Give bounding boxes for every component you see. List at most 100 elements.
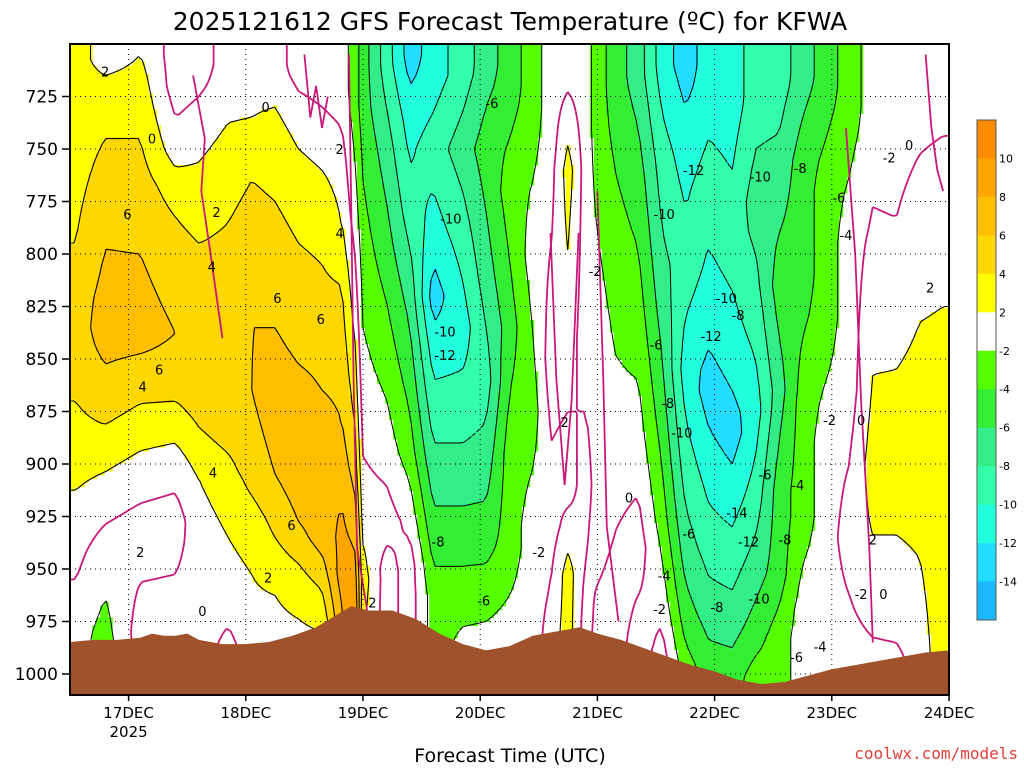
temperature-cell <box>477 133 482 174</box>
temperature-cell <box>192 419 198 472</box>
temperature-cell <box>766 355 771 440</box>
contour-label: 2 <box>869 534 877 549</box>
temperature-cell <box>513 117 519 313</box>
temperature-cell <box>168 208 173 325</box>
temperature-cell <box>806 44 812 99</box>
isotherm-minus-8 <box>380 44 792 591</box>
temperature-cell <box>754 44 759 150</box>
temperature-cell <box>88 173 93 416</box>
temperature-cell <box>292 236 298 361</box>
temperature-cell <box>718 446 723 515</box>
temperature-cell <box>706 44 711 142</box>
contour-label: -2 <box>653 603 666 618</box>
temperature-cell <box>449 565 454 646</box>
temperature-cell <box>786 44 792 91</box>
temperature-cell <box>437 565 442 695</box>
temperature-cell <box>658 44 663 99</box>
temperature-cell <box>405 399 410 476</box>
temperature-cell <box>525 280 531 488</box>
temperature-cell <box>136 252 141 357</box>
temperature-cell <box>320 391 326 559</box>
temperature-cell <box>718 44 723 154</box>
temperature-cell <box>698 621 703 695</box>
temperature-cell <box>316 383 322 551</box>
temperature-cell <box>156 347 161 404</box>
temperature-cell <box>798 351 804 579</box>
temperature-cell <box>734 518 739 583</box>
contour-label: -8 <box>710 601 723 616</box>
temperature-cell <box>324 395 330 571</box>
temperature-cell <box>662 236 667 384</box>
temperature-cell <box>268 196 274 329</box>
temperature-cell <box>778 601 784 695</box>
temperature-cell <box>477 565 482 623</box>
temperature-cell <box>686 200 691 309</box>
temperature-cell <box>160 343 165 404</box>
temperature-cell <box>730 44 735 170</box>
temperature-cell <box>838 44 844 218</box>
temperature-cell <box>84 44 89 190</box>
temperature-cell <box>613 173 619 357</box>
temperature-cell <box>485 339 491 412</box>
temperature-cell <box>92 419 97 480</box>
temperature-cell <box>734 145 739 305</box>
temperature-cell <box>565 554 571 695</box>
temperature-cell <box>489 554 495 619</box>
temperature-cell <box>778 44 784 126</box>
temperature-cell <box>256 506 262 587</box>
temperature-cell <box>344 454 350 531</box>
x-tick-label: 21DEC <box>572 704 623 722</box>
contour-label: -2 <box>823 414 836 429</box>
temperature-cell <box>754 256 759 365</box>
colorbar-swatch <box>977 196 996 236</box>
temperature-cell <box>316 585 322 631</box>
grid-lines <box>70 44 949 695</box>
temperature-cell <box>365 208 370 345</box>
temperature-cell <box>882 371 888 535</box>
temperature-cell <box>144 403 149 452</box>
colorbar-label: -2 <box>999 345 1010 358</box>
temperature-cell <box>393 161 398 257</box>
temperature-cell <box>232 462 238 551</box>
temperature-cell <box>184 411 189 460</box>
temperature-cell <box>710 355 715 436</box>
colorbar-swatch <box>977 504 996 544</box>
temperature-cell <box>216 442 222 519</box>
temperature-cell <box>674 589 679 650</box>
temperature-cell <box>782 395 788 583</box>
temperature-cell <box>718 268 723 369</box>
contour-label: -12 <box>434 349 455 364</box>
temperature-cell <box>465 438 470 508</box>
temperature-cell <box>216 232 222 444</box>
temperature-cell <box>365 44 370 210</box>
temperature-cell <box>922 319 928 591</box>
temperature-cell <box>224 450 230 535</box>
temperature-cell <box>316 169 322 261</box>
temperature-cell <box>288 502 294 559</box>
contour-label: 2 <box>335 143 343 158</box>
temperature-cell <box>441 44 446 87</box>
temperature-cell <box>473 256 478 436</box>
temperature-cell <box>718 153 723 269</box>
colorbar-swatch <box>977 389 996 428</box>
temperature-cell <box>441 565 446 695</box>
temperature-cell <box>649 383 655 496</box>
temperature-cell <box>641 307 647 432</box>
temperature-cell <box>746 339 751 484</box>
temperature-cell <box>846 44 852 178</box>
temperature-cell <box>96 153 101 281</box>
temperature-cell <box>108 137 113 250</box>
temperature-cell <box>120 252 125 361</box>
temperature-cell <box>710 506 715 579</box>
temperature-cell <box>184 165 189 230</box>
temperature-cell <box>320 593 326 639</box>
temperature-cell <box>124 411 129 460</box>
temperature-cell <box>232 121 238 214</box>
colorbar-label: -12 <box>999 537 1017 550</box>
contour-label: 6 <box>123 208 131 223</box>
contour-label: -2 <box>532 546 545 561</box>
temperature-cell <box>437 280 442 313</box>
temperature-cell <box>633 44 639 119</box>
temperature-cell <box>465 351 470 440</box>
temperature-cell <box>674 415 679 512</box>
